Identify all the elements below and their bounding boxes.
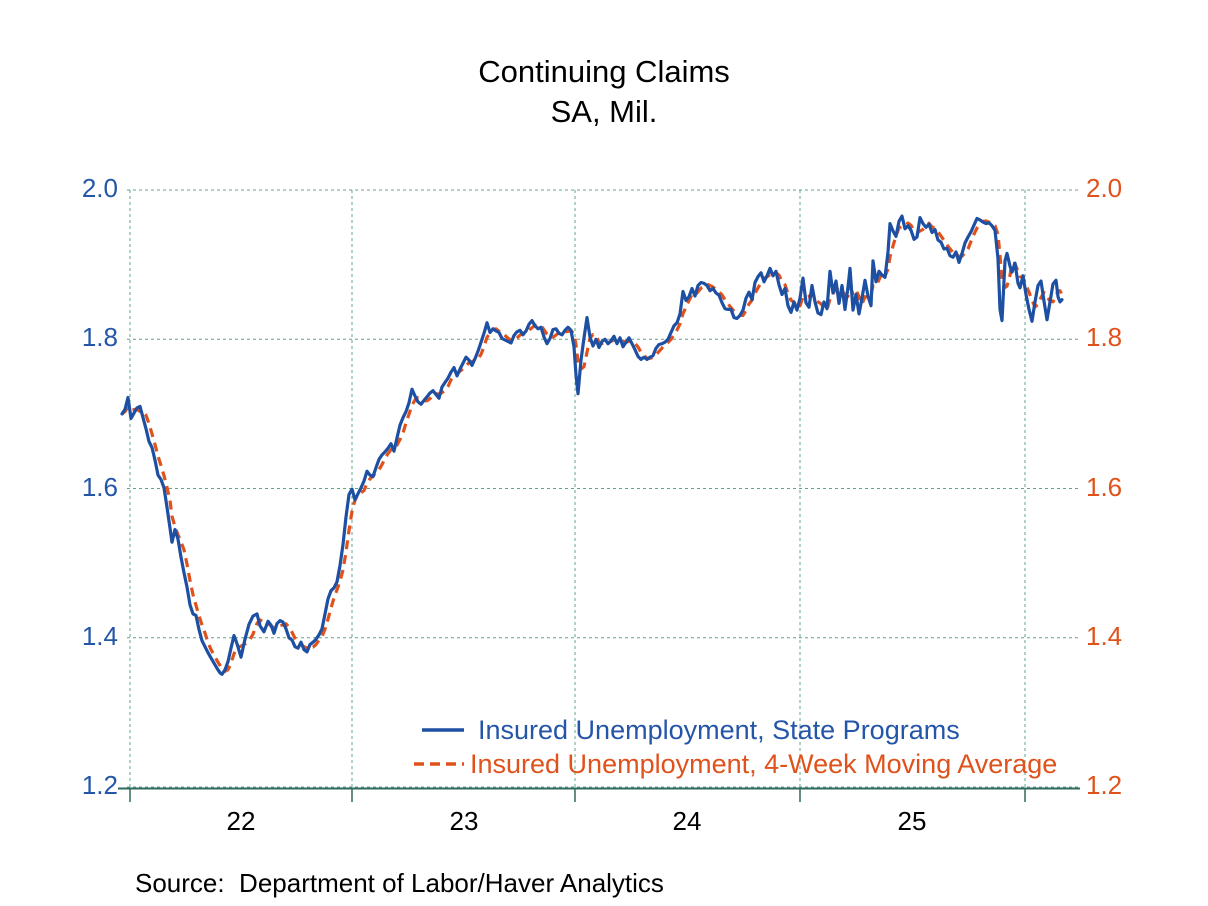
chart-subtitle: SA, Mil. xyxy=(550,94,658,129)
legend-line-sample-solid xyxy=(422,728,464,732)
y-axis-label-right-2.0: 2.0 xyxy=(1086,173,1123,203)
x-axis-label-22: 22 xyxy=(226,806,256,836)
moving-average-line xyxy=(121,219,1064,673)
x-axis-label-24: 24 xyxy=(672,806,702,836)
chart-title-block: Continuing Claims SA, Mil. xyxy=(0,52,1208,132)
y-axis-label-left-1.8: 1.8 xyxy=(81,322,118,353)
y-axis-label-left-1.2: 1.2 xyxy=(81,770,118,800)
y-axis-label-right-1.2: 1.2 xyxy=(1086,770,1123,800)
y-axis-label-left-2.0: 2.0 xyxy=(81,173,118,203)
source-caption: Source: Department of Labor/Haver Analyt… xyxy=(135,868,664,898)
state-programs-line xyxy=(120,214,1064,676)
y-axis-label-right-1.6: 1.6 xyxy=(1086,471,1123,502)
x-axis-label-25: 25 xyxy=(897,806,927,836)
y-axis-label-left-1.4: 1.4 xyxy=(81,620,118,651)
y-axis-label-right-1.8: 1.8 xyxy=(1086,322,1123,353)
y-axis-label-left-1.6: 1.6 xyxy=(81,471,118,502)
legend-label-state-programs: Insured Unemployment, State Programs xyxy=(478,715,960,745)
legend-line-sample-dashed xyxy=(414,762,464,766)
legend-label-moving-average: Insured Unemployment, 4-Week Moving Aver… xyxy=(470,749,1058,779)
y-axis-label-right-1.4: 1.4 xyxy=(1086,620,1123,651)
x-axis-label-23: 23 xyxy=(449,806,479,836)
chart-title: Continuing Claims xyxy=(478,54,730,89)
